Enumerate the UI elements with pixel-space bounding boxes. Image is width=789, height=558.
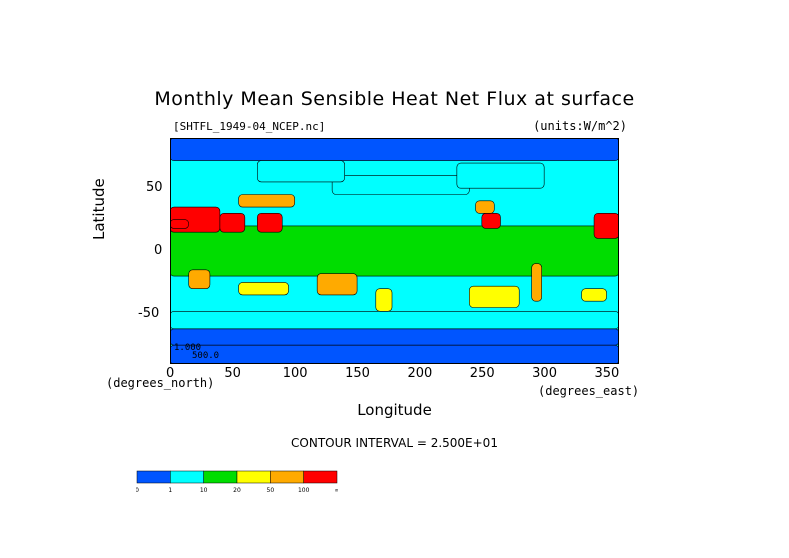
colorbar-swatch xyxy=(270,470,304,484)
chart-title: Monthly Mean Sensible Heat Net Flux at s… xyxy=(154,88,635,110)
heatmap-region xyxy=(238,194,296,208)
y-axis-label: Latitude xyxy=(90,178,108,240)
heatmap-region xyxy=(375,288,393,312)
plot-frame xyxy=(170,138,619,364)
x-tick-label: 50 xyxy=(224,366,241,381)
heatmap-region xyxy=(456,162,545,189)
heatmap-region xyxy=(481,213,501,229)
y-tick-label: 50 xyxy=(146,180,163,196)
heatmap-region xyxy=(169,344,620,365)
colorbar-label: 1 xyxy=(168,487,172,494)
colorbar-label: 100 xyxy=(298,487,310,494)
x-unit-label: (degrees_east) xyxy=(538,384,640,398)
y-tick-label: 0 xyxy=(154,243,163,258)
heatmap-region xyxy=(475,200,495,214)
heatmap-region xyxy=(219,213,246,233)
heatmap-region xyxy=(238,282,289,296)
contour-label: 500.0 xyxy=(192,351,219,361)
heatmap-region xyxy=(331,175,470,195)
contour-interval-text: CONTOUR INTERVAL = 2.500E+01 xyxy=(291,436,498,450)
x-tick-label: 0 xyxy=(166,366,175,381)
x-tick-label: 150 xyxy=(345,366,370,381)
colorbar-swatch xyxy=(170,470,204,484)
colorbar-label: 20 xyxy=(233,487,241,494)
colorbar-label: 0 xyxy=(136,487,139,494)
colorbar-svg: 0 1 10 20 50 100 ∞ xyxy=(135,470,340,494)
heatmap-plot: 1.000 500.0 xyxy=(169,137,620,365)
x-tick-label: 350 xyxy=(594,366,620,381)
colorbar-swatch xyxy=(236,470,271,484)
heatmap-region xyxy=(581,288,607,302)
heatmap-region xyxy=(169,225,620,277)
x-tick-label: 300 xyxy=(532,366,557,381)
x-tick-label: 250 xyxy=(469,366,495,381)
x-tick-label: 100 xyxy=(282,366,308,381)
colorbar: 0 1 10 20 50 100 ∞ xyxy=(135,470,340,494)
heatmap-region xyxy=(531,263,542,302)
heatmap-region xyxy=(593,213,620,239)
colorbar-swatch xyxy=(303,470,338,484)
heatmap-region xyxy=(169,310,620,330)
colorbar-swatch xyxy=(136,470,171,484)
colorbar-label: 50 xyxy=(267,487,275,494)
y-unit-label: (degrees_north) xyxy=(106,376,215,390)
heatmap-region xyxy=(169,137,620,161)
units-label: (units:W/m^2) xyxy=(533,119,627,133)
x-axis-label: Longitude xyxy=(357,401,432,419)
y-tick-label: -50 xyxy=(138,305,160,321)
heatmap-region xyxy=(169,328,620,346)
colorbar-swatch xyxy=(203,470,238,484)
colorbar-label: 10 xyxy=(200,487,208,494)
x-tick-label: 200 xyxy=(407,366,433,381)
source-file-label: [SHTFL_1949-04_NCEP.nc] xyxy=(173,120,326,133)
heatmap-region xyxy=(316,273,358,296)
contour-label: 1.000 xyxy=(174,343,201,353)
heatmap-region xyxy=(188,269,211,289)
heatmap-region xyxy=(257,160,345,183)
colorbar-label: ∞ xyxy=(335,487,339,494)
heatmap-region xyxy=(257,213,283,233)
heatmap-region xyxy=(169,219,190,229)
heatmap-region xyxy=(469,285,520,308)
